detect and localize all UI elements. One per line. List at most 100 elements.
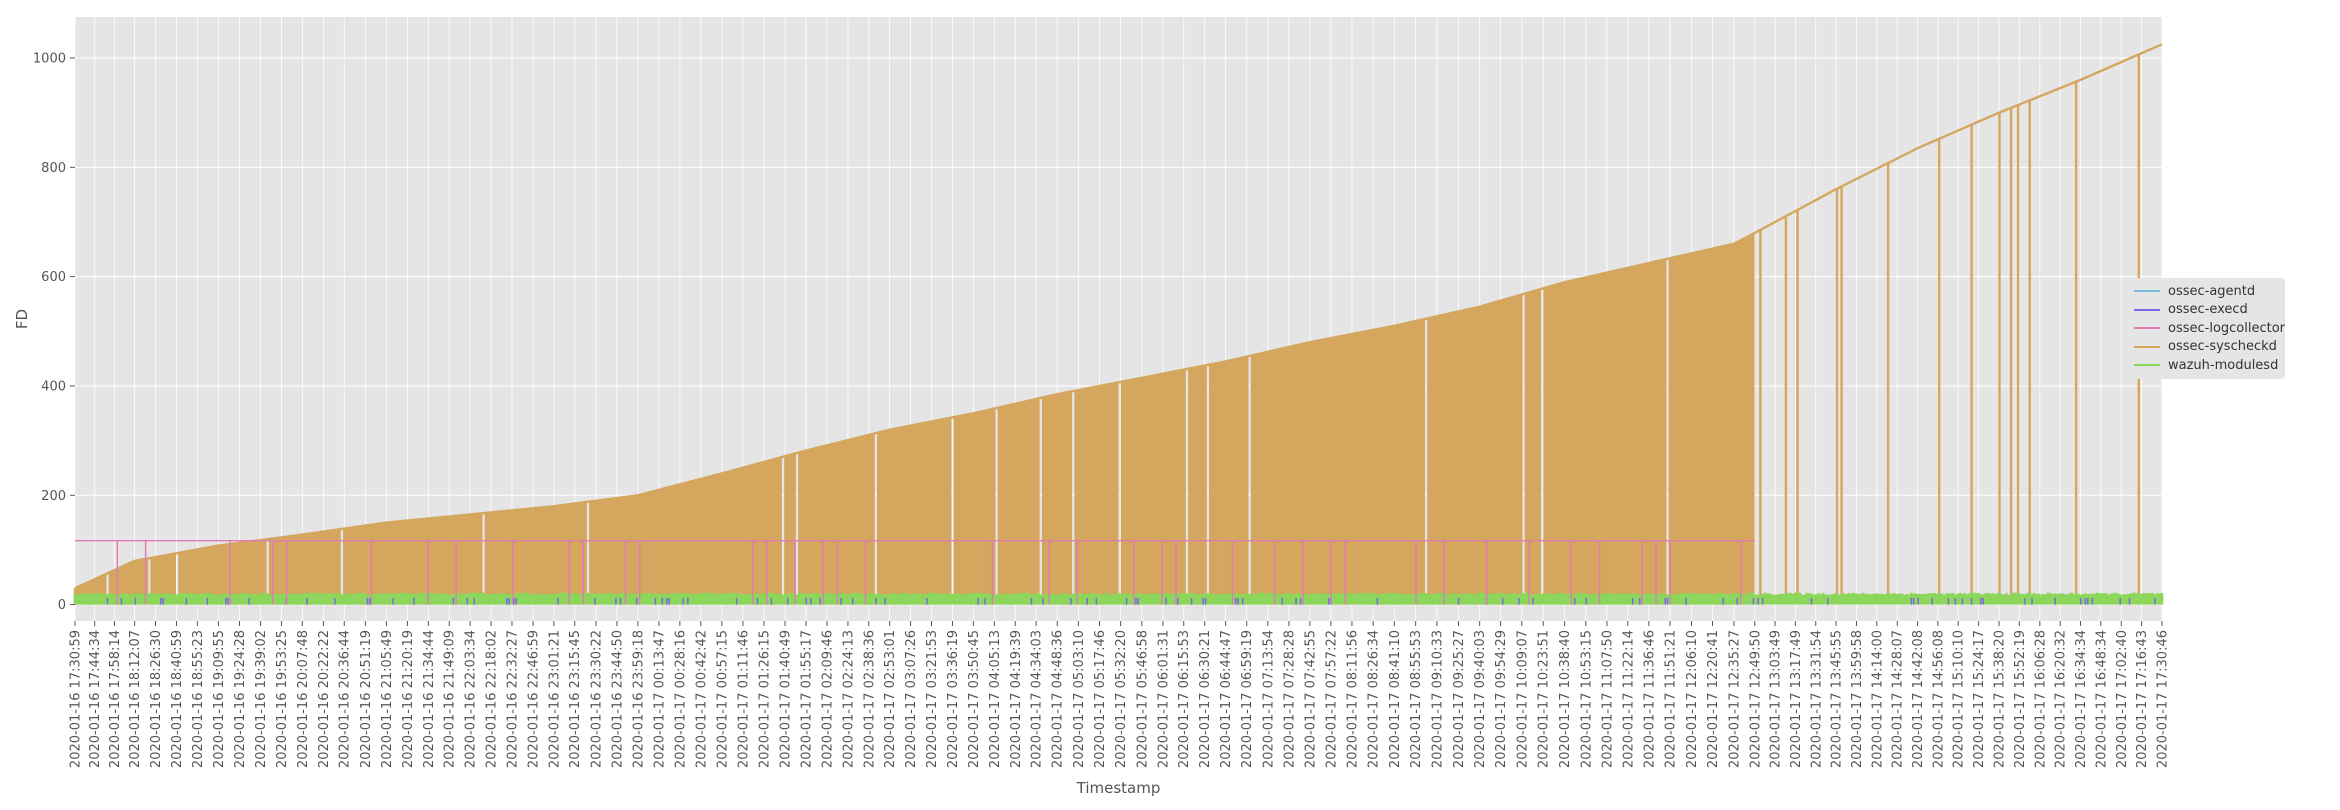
legend: ossec-agentd ossec-execd ossec-logcollecto… bbox=[2128, 278, 2285, 379]
x-tick-label: 2020-01-17 07:13:54 bbox=[1261, 630, 1276, 768]
x-tick-label: 2020-01-17 06:44:47 bbox=[1219, 630, 1234, 768]
x-tick-label: 2020-01-17 07:28:28 bbox=[1282, 630, 1297, 768]
x-tick-label: 2020-01-17 03:50:45 bbox=[967, 630, 982, 768]
x-tick-label: 2020-01-16 18:55:23 bbox=[191, 630, 206, 768]
x-tick-label: 2020-01-16 21:20:19 bbox=[401, 630, 416, 768]
x-tick-label: 2020-01-16 20:22:22 bbox=[317, 630, 332, 768]
legend-item-wazuh-modulesd: wazuh-modulesd bbox=[2128, 356, 2285, 375]
x-tick-label: 2020-01-17 06:01:31 bbox=[1156, 630, 1171, 768]
series-ossec-execd bbox=[106, 598, 2156, 605]
x-tick-label: 2020-01-16 22:18:02 bbox=[485, 630, 500, 768]
x-tick-label: 2020-01-17 13:17:49 bbox=[1789, 630, 1804, 768]
x-tick-label: 2020-01-17 16:34:34 bbox=[2074, 630, 2089, 768]
legend-swatch bbox=[2134, 308, 2160, 311]
x-tick-label: 2020-01-17 00:57:15 bbox=[715, 630, 730, 768]
x-tick-label: 2020-01-16 20:36:44 bbox=[338, 630, 353, 768]
x-tick-label: 2020-01-17 12:20:41 bbox=[1706, 630, 1721, 768]
x-tick-label: 2020-01-16 23:44:50 bbox=[610, 630, 625, 768]
x-tick-label: 2020-01-17 04:48:36 bbox=[1051, 630, 1066, 768]
y-tick-label: 0 bbox=[58, 598, 66, 613]
legend-swatch bbox=[2134, 345, 2160, 348]
x-tick-label: 2020-01-17 15:24:17 bbox=[1972, 630, 1987, 768]
x-tick-label: 2020-01-16 23:01:21 bbox=[547, 630, 562, 768]
x-tick-label: 2020-01-17 12:49:50 bbox=[1748, 630, 1763, 768]
x-axis: 2020-01-16 17:30:59 2020-01-16 17:44:34 20… bbox=[69, 621, 2171, 768]
x-tick-label: 2020-01-17 12:35:27 bbox=[1727, 630, 1742, 768]
x-tick-label: 2020-01-17 06:59:19 bbox=[1240, 630, 1255, 768]
x-tick-label: 2020-01-17 06:15:53 bbox=[1177, 630, 1192, 768]
x-tick-label: 2020-01-17 11:36:46 bbox=[1642, 630, 1657, 768]
legend-item-ossec-syscheckd: ossec-syscheckd bbox=[2128, 338, 2285, 357]
legend-item-ossec-agentd: ossec-agentd bbox=[2128, 282, 2285, 301]
x-tick-label: 2020-01-17 12:06:10 bbox=[1685, 630, 1700, 768]
x-tick-label: 2020-01-17 04:19:39 bbox=[1009, 630, 1024, 768]
x-tick-label: 2020-01-17 08:55:53 bbox=[1409, 630, 1424, 768]
y-tick-label: 1000 bbox=[33, 51, 66, 66]
x-tick-label: 2020-01-17 15:10:10 bbox=[1952, 630, 1967, 768]
legend-item-ossec-execd: ossec-execd bbox=[2128, 301, 2285, 320]
y-tick-label: 200 bbox=[41, 489, 66, 504]
y-tick-label: 800 bbox=[41, 161, 66, 176]
y-tick-label: 400 bbox=[41, 379, 66, 394]
series-layer bbox=[73, 43, 2164, 605]
execd-spikes bbox=[106, 598, 2156, 605]
x-tick-label: 2020-01-16 20:51:19 bbox=[359, 630, 374, 768]
modulesd-band bbox=[73, 592, 2164, 605]
x-tick-label: 2020-01-17 02:09:46 bbox=[820, 630, 835, 768]
x-tick-label: 2020-01-16 23:30:22 bbox=[589, 630, 604, 768]
series-wazuh-modulesd bbox=[73, 592, 2164, 605]
x-tick-label: 2020-01-17 14:56:08 bbox=[1931, 630, 1946, 768]
x-tick-label: 2020-01-17 06:30:21 bbox=[1198, 630, 1213, 768]
legend-label: ossec-agentd bbox=[2168, 283, 2256, 299]
x-tick-label: 2020-01-17 04:05:13 bbox=[988, 630, 1003, 768]
x-tick-label: 2020-01-17 08:41:10 bbox=[1388, 630, 1403, 768]
x-tick-label: 2020-01-17 02:24:13 bbox=[841, 630, 856, 768]
x-tick-label: 2020-01-16 23:59:18 bbox=[631, 630, 646, 768]
x-tick-label: 2020-01-17 02:38:36 bbox=[862, 630, 877, 768]
x-tick-label: 2020-01-17 05:17:46 bbox=[1093, 630, 1108, 768]
x-tick-label: 2020-01-17 09:10:33 bbox=[1430, 630, 1445, 768]
x-tick-label: 2020-01-17 01:26:15 bbox=[757, 630, 772, 768]
legend-item-ossec-logcollector: ossec-logcollector bbox=[2128, 319, 2285, 338]
x-tick-label: 2020-01-16 21:49:09 bbox=[443, 630, 458, 768]
x-tick-label: 2020-01-17 16:06:28 bbox=[2033, 630, 2048, 768]
x-tick-label: 2020-01-16 22:46:59 bbox=[527, 630, 542, 768]
x-tick-label: 2020-01-17 03:07:26 bbox=[904, 630, 919, 768]
x-tick-label: 2020-01-17 09:25:27 bbox=[1452, 630, 1467, 768]
x-tick-label: 2020-01-17 07:57:22 bbox=[1324, 630, 1339, 768]
x-tick-label: 2020-01-17 09:54:29 bbox=[1494, 630, 1509, 768]
legend-label: ossec-syscheckd bbox=[2168, 339, 2277, 355]
x-tick-label: 2020-01-17 13:03:49 bbox=[1769, 630, 1784, 768]
x-tick-label: 2020-01-17 05:46:58 bbox=[1135, 630, 1150, 768]
x-tick-label: 2020-01-17 11:22:14 bbox=[1621, 630, 1636, 768]
x-tick-label: 2020-01-17 10:38:40 bbox=[1558, 630, 1573, 768]
x-tick-label: 2020-01-16 21:34:44 bbox=[422, 630, 437, 768]
x-tick-label: 2020-01-17 10:23:51 bbox=[1537, 630, 1552, 768]
x-tick-label: 2020-01-17 17:16:43 bbox=[2135, 630, 2150, 768]
x-tick-label: 2020-01-16 17:58:14 bbox=[108, 630, 123, 768]
x-tick-label: 2020-01-16 20:07:48 bbox=[296, 630, 311, 768]
logcollector-line bbox=[75, 539, 1755, 605]
x-tick-label: 2020-01-16 22:32:27 bbox=[505, 630, 520, 768]
x-tick-label: 2020-01-16 18:12:07 bbox=[128, 630, 143, 768]
x-tick-label: 2020-01-17 15:38:20 bbox=[1993, 630, 2008, 768]
x-tick-label: 2020-01-17 14:42:08 bbox=[1911, 630, 1926, 768]
x-tick-label: 2020-01-16 21:05:49 bbox=[380, 630, 395, 768]
y-axis: 0 200 400 600 800 1000 bbox=[33, 51, 75, 613]
x-tick-label: 2020-01-17 00:13:47 bbox=[652, 630, 667, 768]
x-tick-label: 2020-01-17 01:11:46 bbox=[736, 630, 751, 768]
x-tick-label: 2020-01-16 19:53:25 bbox=[275, 630, 290, 768]
x-tick-label: 2020-01-17 02:53:01 bbox=[883, 630, 898, 768]
x-tick-label: 2020-01-17 10:53:15 bbox=[1579, 630, 1594, 768]
x-tick-label: 2020-01-17 08:26:34 bbox=[1367, 630, 1382, 768]
x-tick-label: 2020-01-16 18:26:30 bbox=[149, 630, 164, 768]
x-tick-label: 2020-01-16 19:39:02 bbox=[254, 630, 269, 768]
legend-label: ossec-logcollector bbox=[2168, 320, 2286, 336]
x-tick-label: 2020-01-17 13:45:55 bbox=[1830, 630, 1845, 768]
x-tick-label: 2020-01-17 05:03:10 bbox=[1072, 630, 1087, 768]
x-tick-label: 2020-01-17 09:40:03 bbox=[1473, 630, 1488, 768]
x-tick-label: 2020-01-17 01:40:49 bbox=[779, 630, 794, 768]
x-tick-label: 2020-01-17 16:20:32 bbox=[2054, 630, 2069, 768]
syscheckd-envelope-line bbox=[74, 43, 2163, 590]
